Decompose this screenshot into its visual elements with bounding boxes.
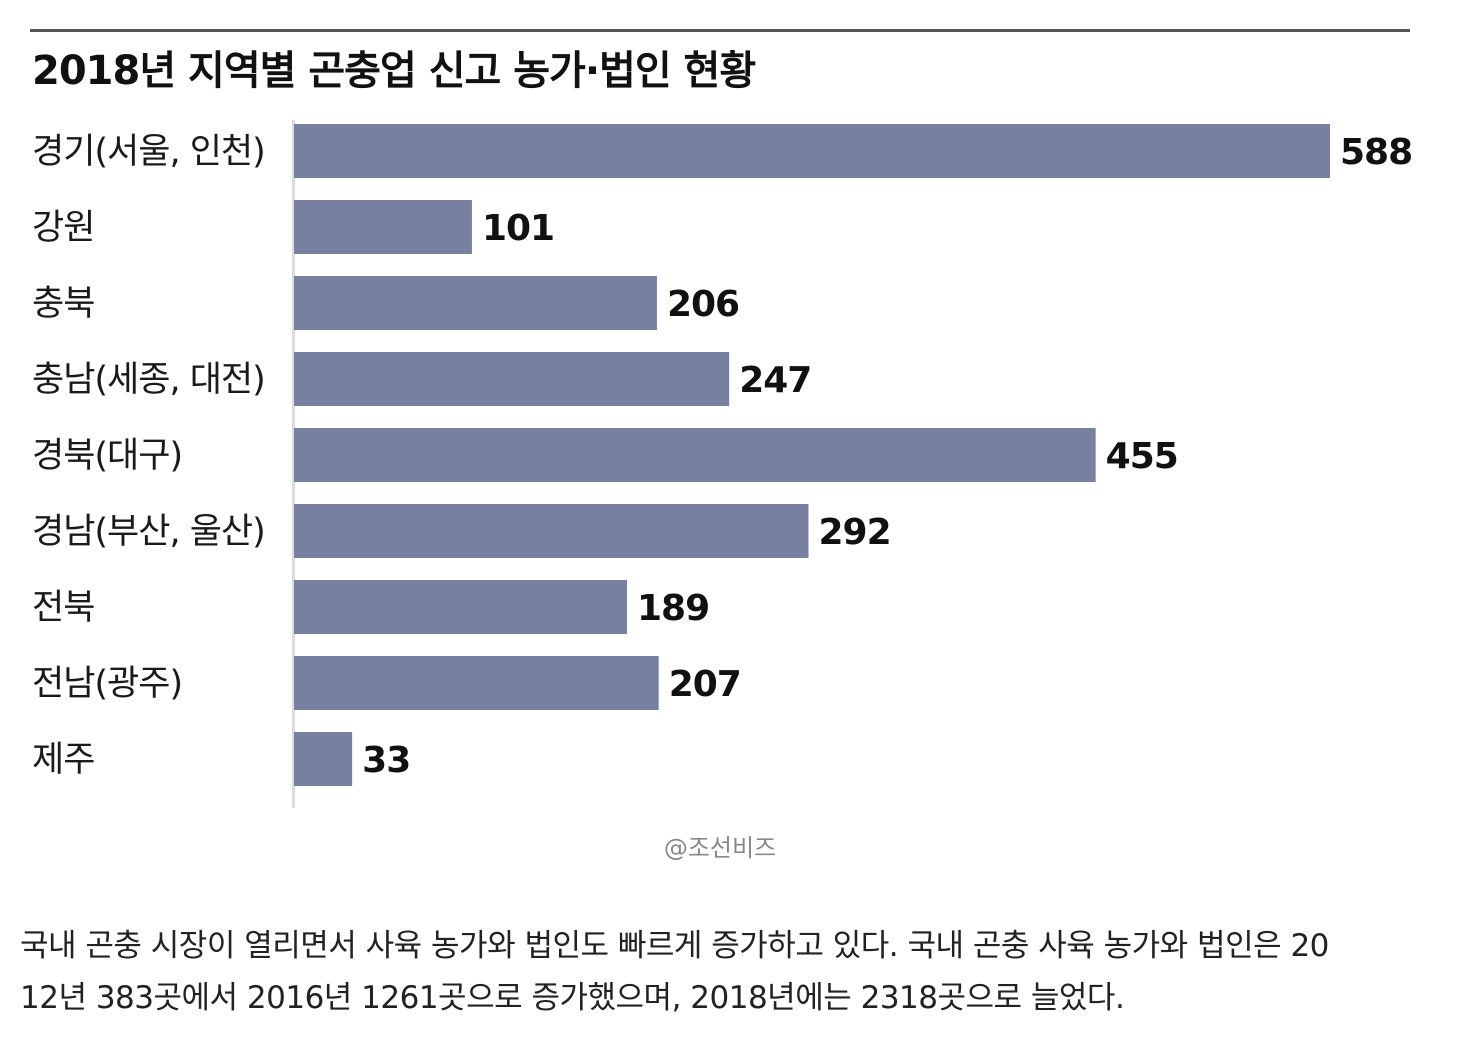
category-label: 강원	[32, 208, 94, 248]
bar	[294, 276, 657, 330]
value-label: 207	[669, 664, 741, 705]
category-label: 전북	[32, 588, 94, 628]
bar	[294, 352, 730, 406]
category-label: 충북	[32, 284, 94, 324]
bar	[294, 504, 809, 558]
category-label: 전남(광주)	[32, 664, 182, 704]
bar	[294, 124, 1330, 178]
bar	[294, 732, 353, 786]
bar	[294, 580, 627, 634]
value-label: 292	[818, 512, 890, 553]
bar-chart: 경기(서울, 인천) 588 강원 101 충북 206 충남(세종, 대전) 247 경북(대…	[32, 120, 1413, 808]
article-line-1: 국내 곤충 시장이 열리면서 사육 농가와 법인도 빠르게 증가하고 있다. 국…	[20, 928, 1329, 964]
value-label: 588	[1340, 132, 1412, 173]
category-label: 경남(부산, 울산)	[32, 512, 265, 552]
category-label: 경북(대구)	[32, 436, 182, 476]
value-label: 455	[1106, 436, 1178, 477]
axis-baseline	[292, 120, 295, 808]
bar	[294, 656, 659, 710]
value-label: 33	[362, 740, 410, 781]
value-label: 101	[482, 208, 554, 249]
bar	[294, 200, 472, 254]
value-label: 189	[637, 588, 709, 629]
category-label: 제주	[32, 740, 94, 780]
value-label: 247	[739, 360, 811, 401]
top-rule	[30, 29, 1410, 32]
category-label: 경기(서울, 인천)	[32, 132, 265, 172]
article-paragraph: 국내 곤충 시장이 열리면서 사육 농가와 법인도 빠르게 증가하고 있다. 국…	[20, 920, 1420, 1024]
bar	[294, 428, 1096, 482]
article-line-2: 12년 383곳에서 2016년 1261곳으로 증가했으며, 2018년에는 …	[20, 980, 1125, 1016]
category-label: 충남(세종, 대전)	[32, 360, 265, 400]
value-label: 206	[667, 284, 739, 325]
chart-title: 2018년 지역별 곤충업 신고 농가·법인 현황	[32, 48, 756, 94]
image-credit: @조선비즈	[663, 834, 777, 862]
